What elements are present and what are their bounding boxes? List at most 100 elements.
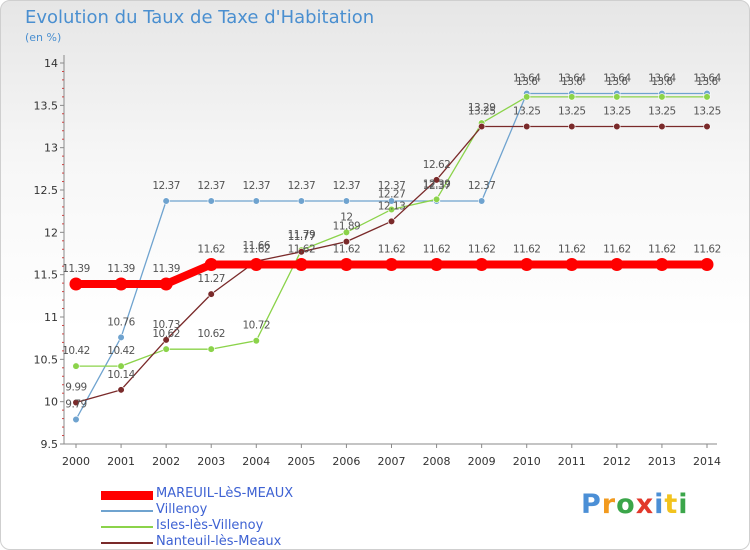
data-point [114, 277, 128, 291]
data-label: 13.6 [651, 76, 673, 88]
data-label: 11.62 [468, 244, 496, 256]
data-label: 11.77 [288, 231, 316, 243]
data-point [478, 197, 486, 205]
data-point [252, 197, 260, 205]
legend-label: Nanteuil-lès-Meaux [156, 534, 282, 549]
data-point [162, 345, 170, 353]
data-label: 12.62 [423, 159, 451, 171]
data-point [387, 217, 396, 225]
data-label: 13.64 [513, 72, 541, 84]
data-point [252, 337, 260, 345]
y-tick-label: 13 [44, 142, 58, 155]
y-tick-label: 12.5 [34, 184, 59, 197]
logo-letter: r [601, 489, 617, 520]
data-point [432, 195, 441, 203]
x-tick-label: 2013 [648, 455, 676, 468]
data-label: 11.62 [693, 244, 721, 256]
data-point [610, 258, 624, 272]
x-tick-label: 2000 [62, 455, 90, 468]
data-point [520, 258, 534, 272]
data-point [523, 93, 531, 101]
data-point [207, 290, 215, 298]
data-point [613, 122, 621, 131]
data-point [207, 345, 215, 353]
data-label: 12.39 [423, 178, 451, 190]
data-label: 9.79 [65, 398, 86, 410]
data-point [478, 122, 486, 131]
data-label: 12.37 [423, 180, 451, 192]
legend-swatch [101, 490, 153, 500]
data-label: 10.42 [62, 345, 90, 357]
logo-letter: t [664, 489, 679, 520]
data-point [430, 258, 444, 272]
data-label: 11.66 [243, 240, 271, 252]
y-tick-label: 14 [44, 57, 58, 70]
data-label: 11.62 [197, 244, 225, 256]
y-tick-label: 11.5 [34, 269, 59, 282]
data-label: 13.25 [693, 106, 721, 118]
data-label: 12.37 [152, 180, 180, 192]
y-tick-label: 10 [44, 396, 58, 409]
data-point [72, 415, 80, 424]
y-tick-label: 10.5 [34, 353, 59, 366]
data-point [613, 93, 621, 101]
data-point [342, 228, 351, 236]
logo-letter: i [678, 489, 689, 520]
data-point [475, 258, 489, 272]
data-label: 13.64 [648, 72, 676, 84]
series-line-1 [75, 92, 707, 420]
data-label: 11.62 [333, 244, 361, 256]
chart-unit-label: (en %) [25, 31, 62, 44]
data-point [207, 197, 215, 205]
data-point [69, 277, 83, 291]
data-point [568, 122, 576, 131]
data-label: 13.25 [648, 106, 676, 118]
data-point [72, 362, 80, 370]
data-label: 13.29 [468, 102, 496, 114]
data-label: 13.25 [558, 106, 586, 118]
data-label: 11.62 [423, 244, 451, 256]
data-label: 13.6 [696, 76, 718, 88]
logo-letter: o [616, 489, 636, 520]
data-point [658, 122, 666, 131]
data-point [72, 398, 80, 407]
x-tick-label: 2006 [332, 455, 360, 468]
data-point [162, 197, 170, 205]
data-label: 11.89 [333, 221, 361, 233]
data-point [523, 122, 531, 131]
data-label: 10.73 [152, 319, 180, 331]
logo-letter: i [654, 489, 665, 520]
data-label: 10.42 [107, 345, 135, 357]
legend-label: MAREUIL-LèS-MEAUX [156, 486, 294, 501]
data-point [387, 197, 396, 205]
data-label: 10.62 [197, 328, 225, 340]
legend-swatch [101, 526, 153, 528]
data-label: 10.14 [107, 369, 135, 381]
legend-swatch [101, 510, 153, 512]
data-point [117, 333, 125, 341]
y-tick-label: 9.5 [41, 438, 59, 451]
x-tick-label: 2009 [468, 455, 496, 468]
data-label: 12.37 [243, 180, 271, 192]
data-label: 13.25 [603, 106, 631, 118]
data-label: 11.79 [288, 229, 316, 241]
data-label: 13.6 [606, 76, 628, 88]
x-tick-label: 2008 [423, 455, 451, 468]
data-label: 11.62 [513, 244, 541, 256]
y-tick-label: 12 [44, 226, 58, 239]
logo-letter: P [581, 489, 602, 520]
x-tick-label: 2003 [197, 455, 225, 468]
data-label: 13.64 [693, 72, 721, 84]
data-label: 12.37 [333, 180, 361, 192]
data-label: 10.62 [152, 328, 180, 340]
data-label: 10.72 [243, 320, 271, 332]
data-point [204, 258, 218, 272]
data-label: 13.64 [558, 72, 586, 84]
data-label: 13.64 [603, 72, 631, 84]
data-point [159, 277, 173, 291]
data-point [117, 362, 125, 370]
legend-label: Villenoy [156, 502, 208, 517]
data-point [387, 205, 396, 214]
plot-area: 11.39 11.39 11.39 11.62 11.62 11.62 11.62 11.62… [62, 72, 722, 424]
data-label: 13.25 [513, 106, 541, 118]
